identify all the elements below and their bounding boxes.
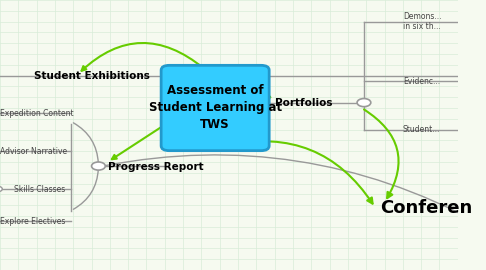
FancyBboxPatch shape	[161, 65, 269, 151]
FancyArrowPatch shape	[106, 155, 478, 223]
Text: Skills Classes: Skills Classes	[14, 184, 65, 194]
Text: Portfolios: Portfolios	[275, 97, 332, 108]
Text: Conferen: Conferen	[380, 199, 472, 217]
Text: Evidenc...: Evidenc...	[403, 76, 440, 86]
FancyArrowPatch shape	[364, 109, 399, 198]
Text: Assessment of
Student Learning at
TWS: Assessment of Student Learning at TWS	[149, 85, 282, 131]
FancyArrowPatch shape	[82, 43, 204, 71]
FancyArrowPatch shape	[259, 93, 270, 97]
Circle shape	[357, 99, 371, 107]
Text: Student Exhibitions: Student Exhibitions	[35, 70, 150, 81]
Text: Demons...
in six th...: Demons... in six th...	[403, 12, 441, 31]
Text: Progress Report: Progress Report	[107, 162, 203, 173]
Circle shape	[91, 162, 105, 170]
Text: Expedition Content: Expedition Content	[0, 109, 73, 118]
Text: Student...: Student...	[403, 125, 440, 134]
Text: Explore Electives: Explore Electives	[0, 217, 66, 226]
FancyArrowPatch shape	[112, 120, 172, 159]
Circle shape	[0, 186, 2, 192]
Text: Advisor Narrative: Advisor Narrative	[0, 147, 67, 156]
FancyArrowPatch shape	[227, 141, 373, 204]
